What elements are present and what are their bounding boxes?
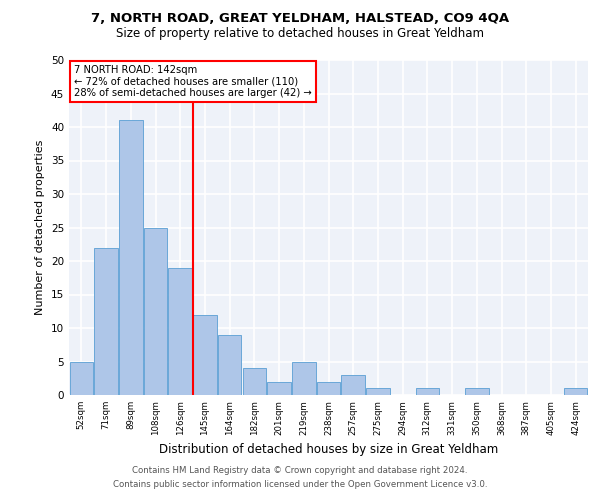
Bar xyxy=(218,334,241,395)
Text: 7 NORTH ROAD: 142sqm
← 72% of detached houses are smaller (110)
28% of semi-deta: 7 NORTH ROAD: 142sqm ← 72% of detached h… xyxy=(74,65,312,98)
Bar xyxy=(119,120,143,395)
X-axis label: Distribution of detached houses by size in Great Yeldham: Distribution of detached houses by size … xyxy=(159,443,498,456)
Text: 7, NORTH ROAD, GREAT YELDHAM, HALSTEAD, CO9 4QA: 7, NORTH ROAD, GREAT YELDHAM, HALSTEAD, … xyxy=(91,12,509,26)
Bar xyxy=(366,388,389,395)
Text: Contains HM Land Registry data © Crown copyright and database right 2024.: Contains HM Land Registry data © Crown c… xyxy=(132,466,468,475)
Bar xyxy=(268,382,291,395)
Bar xyxy=(144,228,167,395)
Bar xyxy=(465,388,488,395)
Bar xyxy=(416,388,439,395)
Bar xyxy=(317,382,340,395)
Bar xyxy=(70,362,93,395)
Bar xyxy=(193,314,217,395)
Bar xyxy=(169,268,192,395)
Bar xyxy=(292,362,316,395)
Bar xyxy=(94,248,118,395)
Y-axis label: Number of detached properties: Number of detached properties xyxy=(35,140,46,315)
Bar xyxy=(341,375,365,395)
Bar xyxy=(564,388,587,395)
Bar xyxy=(242,368,266,395)
Text: Contains public sector information licensed under the Open Government Licence v3: Contains public sector information licen… xyxy=(113,480,487,489)
Text: Size of property relative to detached houses in Great Yeldham: Size of property relative to detached ho… xyxy=(116,28,484,40)
